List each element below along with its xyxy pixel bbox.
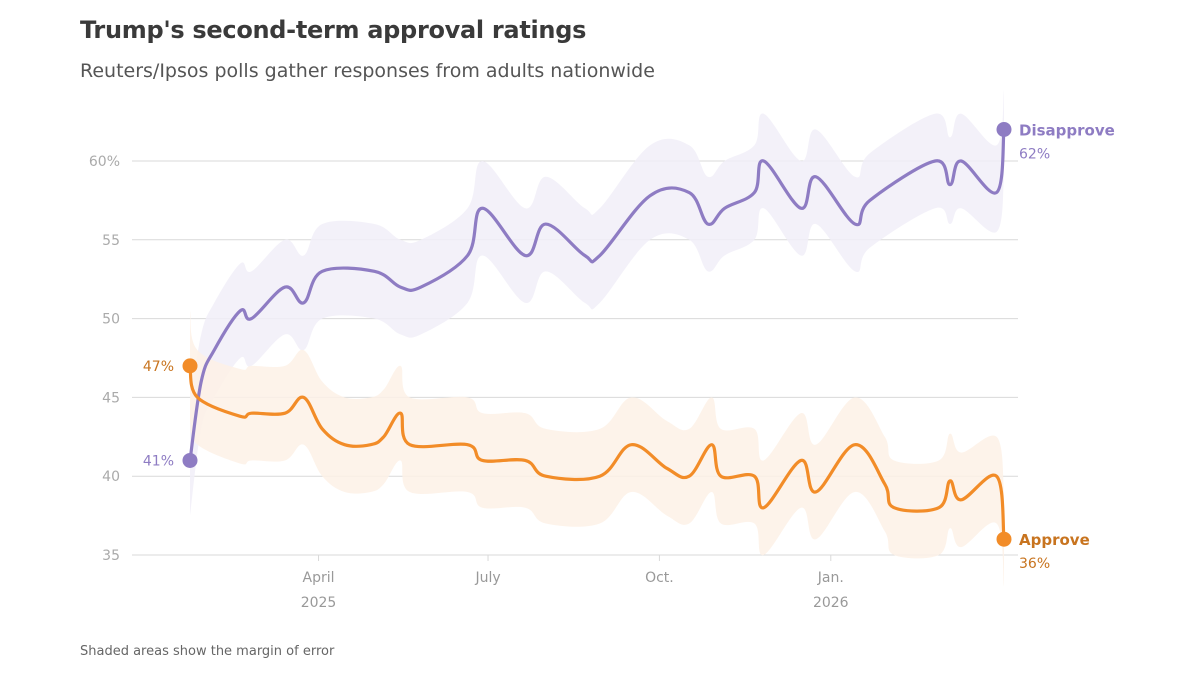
approve-start-label: 47% [143,359,174,375]
disapprove-start-marker [182,452,198,468]
disapprove-start-label: 41% [143,453,174,469]
endpoint-markers [182,121,1012,547]
approve-end-marker [996,531,1012,547]
footnote: Shaded areas show the margin of error [80,644,335,659]
margin-of-error-bands [190,90,1004,587]
y-axis-ticks: 35 40 45 50 55 60% [89,154,120,564]
x-tick-label-july: July [474,570,500,586]
series-lines [188,127,1006,541]
y-tick-label-55: 55 [102,233,120,249]
y-tick-label-40: 40 [102,469,120,485]
disapprove-end-value: 62% [1019,146,1050,162]
chart-subtitle: Reuters/Ipsos polls gather responses fro… [80,60,655,82]
approve-start-marker [182,358,198,374]
disapprove-end-marker [996,121,1012,137]
disapprove-end-name: Disapprove [1019,121,1115,139]
series-labels: 41% Disapprove 62% 47% Approve 36% [143,121,1115,572]
x-tick-label-april: April [303,570,335,586]
y-tick-label-50: 50 [102,312,120,328]
approve-end-name: Approve [1019,531,1090,549]
y-tick-label-35: 35 [102,548,120,564]
chart-title: Trump's second-term approval ratings [80,16,587,44]
x-axis-ticks: April 2025 July Oct. Jan. 2026 [301,555,849,611]
disapprove-margin-band [190,90,1004,516]
x-tick-year-2026: 2026 [813,595,849,611]
approve-end-value: 36% [1019,556,1050,572]
x-tick-label-jan: Jan. [817,570,844,586]
y-tick-label-45: 45 [102,390,120,406]
y-tick-label-60: 60% [89,154,120,170]
approve-margin-band [190,310,1004,587]
approve-line [188,364,1006,541]
disapprove-line [188,127,1006,463]
x-tick-year-2025: 2025 [301,595,337,611]
x-tick-label-oct: Oct. [645,570,674,586]
